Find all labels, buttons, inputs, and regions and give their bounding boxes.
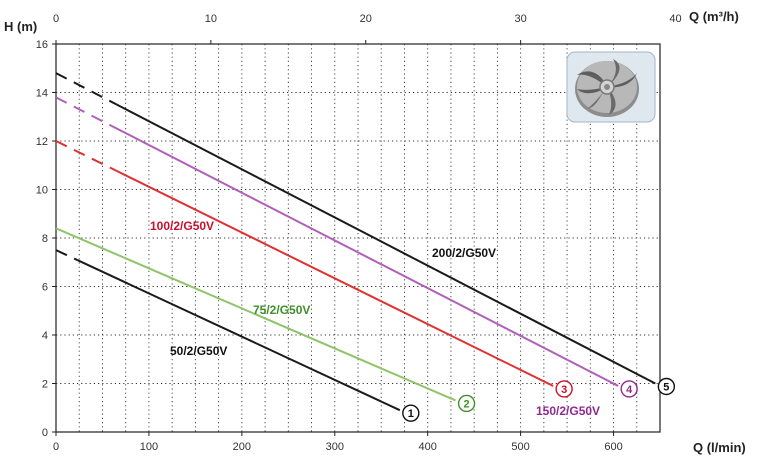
x-tick-label: 0: [53, 441, 59, 453]
series-line: [111, 125, 619, 387]
x-tick-label: 600: [604, 441, 622, 453]
series-line-dashed: [55, 96, 113, 127]
grid: [56, 43, 660, 433]
series-end-marker: [457, 394, 476, 413]
series-5: 5 200/2/G50V: [55, 72, 676, 396]
x2-axis-title: Q (m³/h): [689, 9, 739, 24]
x2-tick-label: 20: [360, 13, 372, 25]
series-label: 150/2/G50V: [536, 404, 600, 418]
y-tick-label: 12: [36, 136, 48, 148]
series-3: 3 100/2/G50V: [55, 140, 573, 398]
series-line: [76, 259, 401, 412]
y-axis-title: H (m): [4, 19, 37, 34]
series-marker-number: 1: [408, 408, 414, 420]
series-marker-number: 2: [464, 398, 470, 410]
x-tick-label: 100: [140, 441, 158, 453]
series-line-dashed: [55, 249, 78, 261]
y-tick-label: 16: [36, 39, 48, 51]
series-line: [115, 169, 554, 387]
impeller-icon: [575, 59, 639, 117]
series-2: 2 75/2/G50V: [55, 227, 476, 413]
series-line-dashed: [55, 72, 117, 106]
series-end-marker: [620, 380, 638, 398]
x-tick-label: 300: [326, 441, 344, 453]
y-tick-label: 14: [36, 88, 48, 100]
series-end-marker: [555, 380, 573, 398]
series-label: 75/2/G50V: [253, 303, 310, 317]
series-label: 50/2/G50V: [170, 344, 227, 358]
series-label: 200/2/G50V: [432, 246, 496, 260]
series-marker-number: 3: [561, 384, 567, 396]
x2-tick-label: 40: [669, 13, 681, 25]
x-axis-title: Q (l/min): [693, 440, 746, 455]
y-tick-label: 4: [42, 330, 48, 342]
series-marker-number: 4: [626, 384, 633, 396]
y-tick-label: 10: [36, 185, 48, 197]
x2-tick-label: 0: [53, 13, 59, 25]
series-1: 1 50/2/G50V: [55, 249, 420, 422]
impeller-inset: [566, 51, 656, 123]
series-marker-number: 5: [663, 382, 669, 394]
x-tick-label: 400: [419, 441, 437, 453]
series-lines: 150/2/G50V275/2/G50V3100/2/G50V4150/2/G5…: [55, 72, 676, 422]
series-line: [115, 103, 656, 385]
series-end-marker: [657, 377, 676, 396]
y-tick-label: 8: [42, 233, 48, 245]
x2-tick-label: 10: [205, 13, 217, 25]
x-tick-label: 200: [233, 441, 251, 453]
series-end-marker: [402, 404, 420, 422]
series-label: 100/2/G50V: [150, 219, 214, 233]
x-tick-label: 500: [511, 441, 529, 453]
series-line-dashed: [55, 140, 117, 172]
series-line: [55, 227, 456, 402]
x2-tick-label: 30: [514, 13, 526, 25]
y-tick-label: 2: [42, 379, 48, 391]
y-tick-label: 0: [42, 427, 48, 439]
y-tick-label: 6: [42, 282, 48, 294]
